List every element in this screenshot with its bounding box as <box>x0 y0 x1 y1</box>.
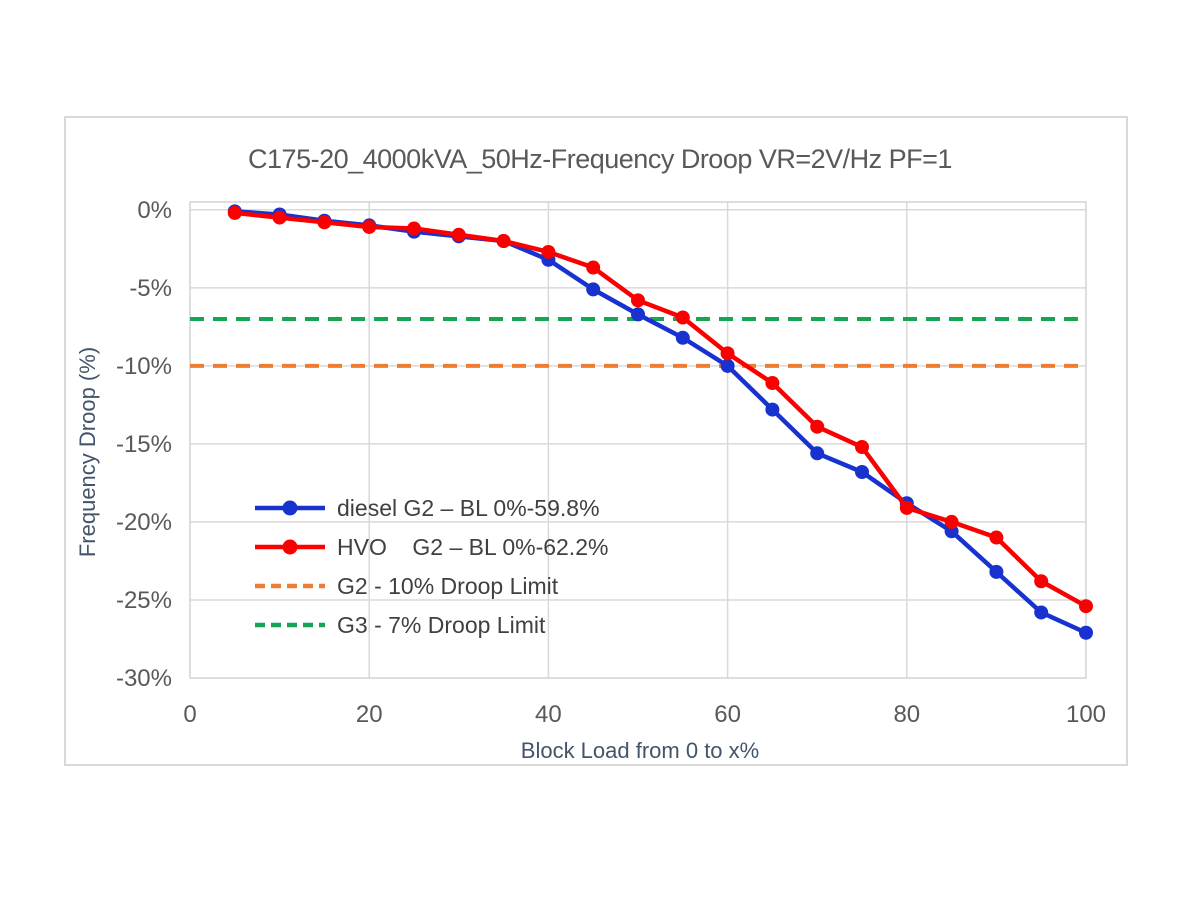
y-tick-label: -20% <box>116 509 172 536</box>
legend-sample-svg <box>255 583 325 589</box>
y-tick-label: -30% <box>116 665 172 692</box>
plot-border <box>189 201 1087 679</box>
data-point-marker <box>631 307 645 322</box>
legend-line-sample-g3-limit <box>253 610 327 640</box>
data-point-marker <box>586 282 601 297</box>
legend-label-g3-limit: G3 - 7% Droop Limit <box>337 611 546 638</box>
x-tick-label: 20 <box>356 701 383 728</box>
y-tick-label: -10% <box>116 353 172 380</box>
y-tick-label: -25% <box>116 587 172 614</box>
data-point-marker <box>317 215 332 230</box>
legend-line-sample-g2-limit <box>253 571 327 601</box>
data-point-marker <box>451 227 466 242</box>
x-tick-label: 80 <box>893 701 920 728</box>
legend-item-g3-limit: G3 - 7% Droop Limit <box>253 609 608 641</box>
x-axis-title: Block Load from 0 to x% <box>520 738 760 763</box>
data-point-marker <box>496 234 511 249</box>
legend-item-g2-limit: G2 - 10% Droop Limit <box>253 570 608 602</box>
data-point-marker <box>855 440 869 455</box>
legend: diesel G2 – BL 0%-59.8% HVO G2 – BL 0%-6… <box>253 492 608 641</box>
data-point-marker <box>362 219 377 234</box>
data-point-marker <box>765 402 780 417</box>
legend-label-hvo: HVO G2 – BL 0%-62.2% <box>337 533 609 560</box>
data-point-marker <box>989 564 1004 579</box>
x-tick-label: 60 <box>714 701 741 728</box>
x-tick-label: 100 <box>1066 701 1106 728</box>
legend-line-sample-hvo <box>253 532 327 562</box>
data-point-marker <box>944 514 959 529</box>
legend-label-diesel: diesel G2 – BL 0%-59.8% <box>337 494 600 521</box>
data-point-marker <box>1079 599 1093 614</box>
legend-item-diesel: diesel G2 – BL 0%-59.8% <box>253 492 608 524</box>
data-point-marker <box>810 419 825 434</box>
legend-sample-marker <box>282 500 298 516</box>
data-point-marker <box>1079 625 1093 640</box>
data-point-marker <box>855 464 869 479</box>
data-point-marker <box>631 293 645 308</box>
x-tick-label: 0 <box>183 701 196 728</box>
data-point-marker <box>541 244 556 259</box>
data-point-marker <box>586 260 601 275</box>
legend-sample-svg <box>255 500 325 516</box>
legend-sample-svg <box>255 622 325 628</box>
legend-line-sample-diesel <box>253 493 327 523</box>
data-point-marker <box>272 210 287 225</box>
data-point-marker <box>407 221 421 236</box>
data-point-marker <box>765 376 780 391</box>
data-point-marker <box>1034 605 1049 620</box>
data-point-marker <box>899 500 914 515</box>
y-tick-label: -5% <box>129 275 172 302</box>
legend-sample-svg <box>255 539 325 555</box>
legend-label-g2-limit: G2 - 10% Droop Limit <box>337 572 559 599</box>
legend-sample-marker <box>282 539 298 555</box>
y-axis-title: Frequency Droop (%) <box>75 346 100 558</box>
data-point-marker <box>810 446 825 461</box>
legend-item-hvo: HVO G2 – BL 0%-62.2% <box>253 531 608 563</box>
chart-container <box>64 116 1128 766</box>
data-point-marker <box>675 310 690 325</box>
y-tick-label: 0% <box>137 197 172 224</box>
x-tick-label: 40 <box>535 701 562 728</box>
y-tick-label: -15% <box>116 431 172 458</box>
data-point-marker <box>720 358 735 373</box>
chart-title: C175-20_4000kVA_50Hz-Frequency Droop VR=… <box>248 144 952 174</box>
data-point-marker <box>989 530 1004 545</box>
data-point-marker <box>227 205 242 220</box>
series-line-1 <box>232 210 1089 609</box>
data-point-marker <box>1034 574 1049 589</box>
data-point-marker <box>720 346 735 361</box>
data-point-marker <box>675 330 690 345</box>
